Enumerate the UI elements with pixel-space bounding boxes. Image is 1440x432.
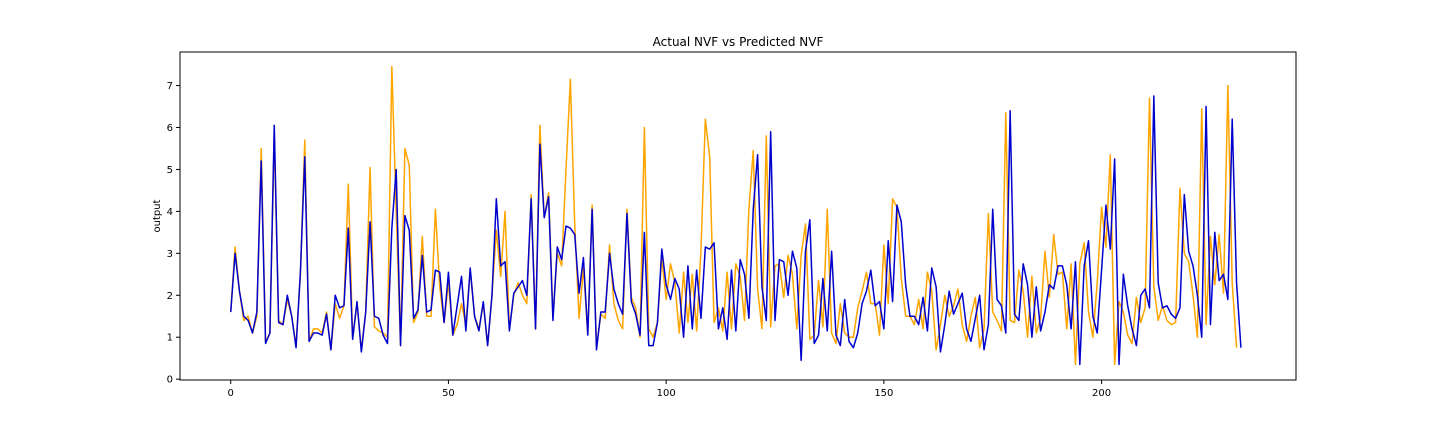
- ticks: 0 50 100 150 200 0 1 2 3 4 5 6 7: [167, 81, 1112, 399]
- plot-area: [229, 65, 1242, 366]
- chart-title: Actual NVF vs Predicted NVF: [653, 35, 824, 49]
- x-tick-label: 0: [228, 388, 234, 399]
- x-tick-label: 50: [442, 388, 455, 399]
- y-tick-label: 3: [167, 249, 173, 260]
- y-tick-label: 7: [167, 81, 173, 92]
- series-line-2: [229, 95, 1242, 366]
- x-tick-label: 200: [1092, 388, 1111, 399]
- x-tick-label: 100: [657, 388, 676, 399]
- series-line-1: [229, 65, 1238, 366]
- y-tick-label: 2: [167, 291, 173, 302]
- y-axis-label: output: [152, 199, 163, 232]
- axes-frame: [179, 51, 1297, 381]
- y-tick-label: 4: [167, 207, 173, 218]
- x-tick-label: 150: [874, 388, 893, 399]
- y-tick-label: 0: [167, 375, 173, 386]
- y-tick-label: 6: [167, 123, 173, 134]
- y-tick-label: 5: [167, 165, 173, 176]
- y-tick-label: 1: [167, 333, 173, 344]
